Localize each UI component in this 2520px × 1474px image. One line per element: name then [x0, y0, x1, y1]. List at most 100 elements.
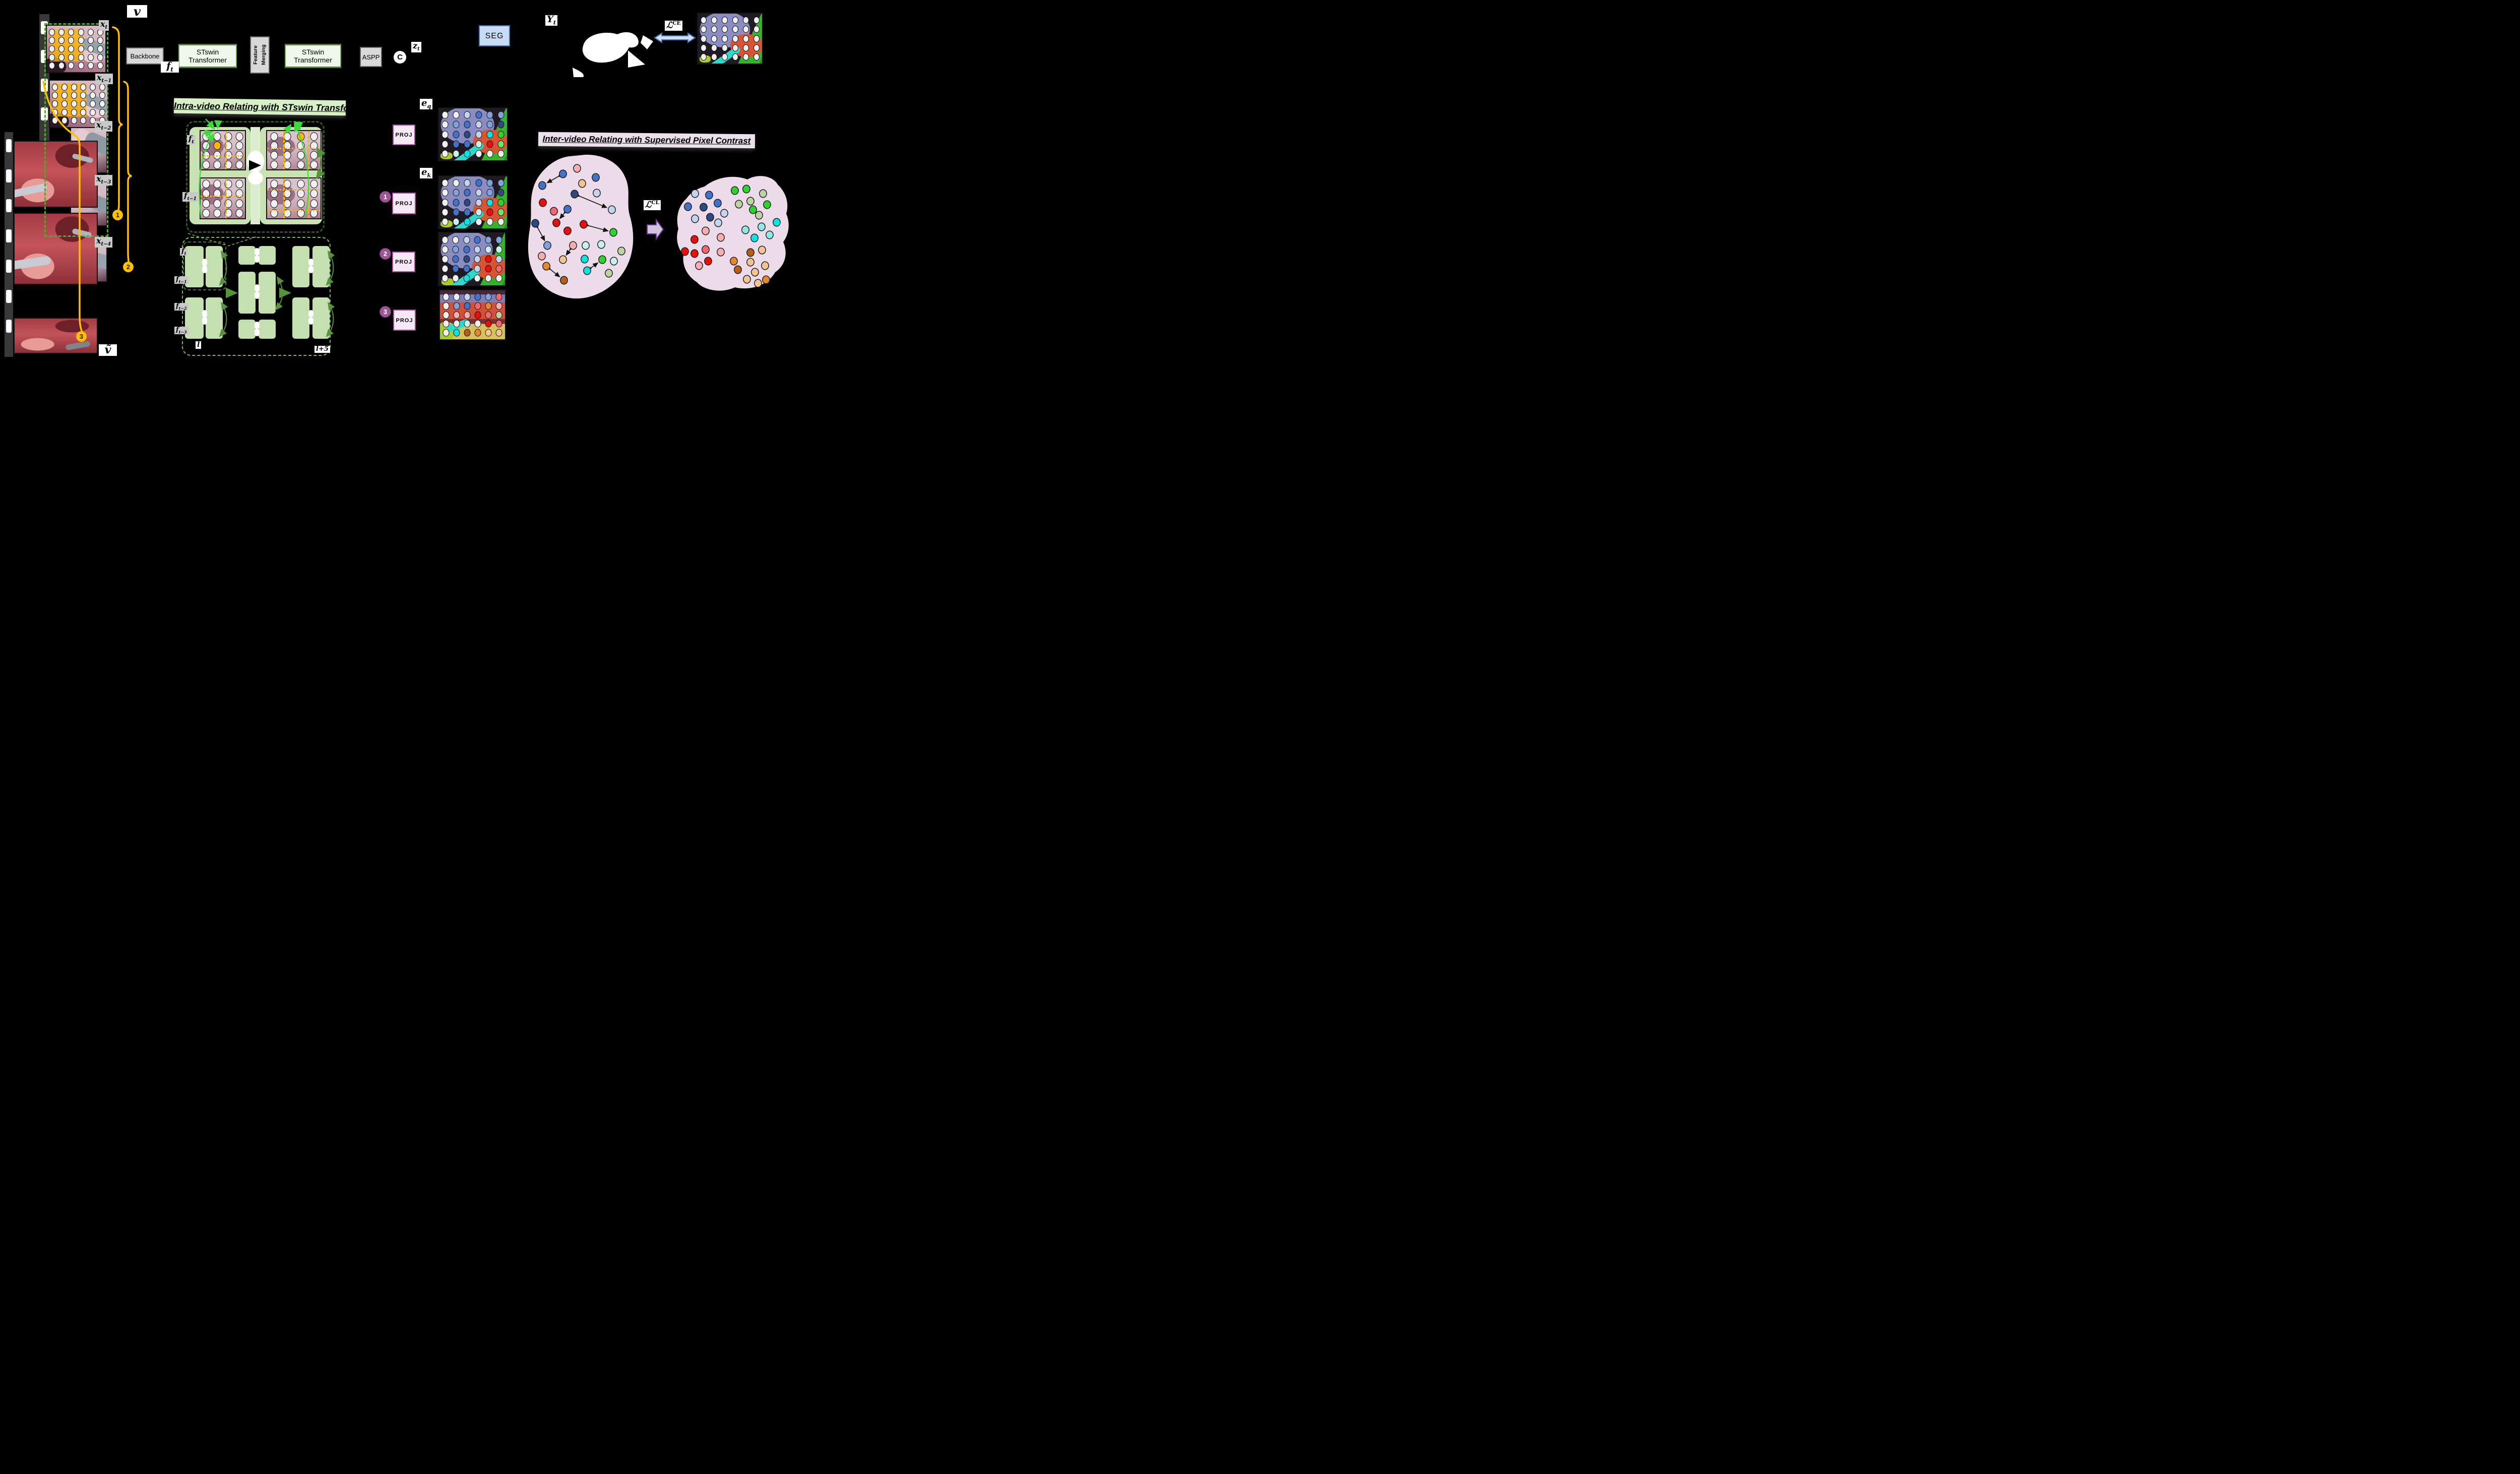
feature-bar: [312, 297, 330, 339]
intra-patch-ft-left: [200, 130, 246, 170]
embedding-dot: [681, 247, 689, 256]
embedding-dot: [542, 262, 550, 271]
grid-dot: [453, 150, 460, 158]
embedding-space-after: [677, 176, 789, 291]
grid-dot: [443, 311, 450, 319]
embedding-dot: [531, 219, 539, 228]
grid-dot: [486, 111, 493, 119]
merge-pill: [255, 248, 260, 256]
intra-title: Intra-video Relating with STswin Transfo…: [173, 98, 369, 116]
grid-dot: [442, 140, 449, 148]
grid-dot: [464, 179, 471, 187]
grid-dot: [68, 62, 75, 70]
grid-dot: [443, 329, 450, 337]
grid-dot: [97, 53, 103, 61]
embedding-dot: [704, 257, 712, 266]
grid-dot: [497, 120, 505, 129]
grid-dot: [90, 108, 96, 116]
merge-pill: [202, 317, 207, 325]
embedding-dot: [552, 218, 560, 227]
grid-dot: [87, 62, 94, 70]
grid-dot: [486, 140, 493, 148]
grid-dot: [442, 265, 449, 273]
merge-pill: [255, 329, 260, 336]
embedding-dot: [741, 225, 749, 234]
embedding-dot: [714, 199, 722, 208]
grid-dot: [495, 265, 502, 273]
proj-box-key3: PROJ: [393, 310, 416, 331]
embedding-dot: [573, 164, 581, 173]
grid-dot: [701, 35, 707, 42]
embedding-dot: [749, 205, 757, 214]
merge-pill: [202, 310, 207, 318]
window-line: [307, 178, 309, 218]
clip-badge-2: 2: [123, 262, 134, 272]
grid-dot: [452, 274, 459, 282]
label-e-q: eq: [420, 98, 433, 110]
label-loss-ce: ℒCE: [665, 20, 682, 31]
embedding-dot: [578, 179, 586, 188]
feature-bar: [206, 297, 223, 339]
feature-bar: [238, 272, 256, 314]
proj-badge-2: 2: [380, 248, 391, 260]
grid-dot: [742, 16, 749, 24]
grid-dot: [49, 53, 55, 61]
grid-dot: [442, 120, 449, 129]
grid-dot: [464, 150, 471, 158]
grid-dot: [283, 132, 291, 141]
embedding-dot: [538, 181, 546, 190]
embedding-image-key3: [439, 289, 506, 340]
grid-dot: [270, 179, 278, 189]
embedding-dot: [563, 205, 572, 214]
grid-dot: [442, 189, 449, 197]
grid-dot: [442, 131, 449, 138]
grid-dot: [310, 189, 318, 198]
grid-dot: [97, 62, 103, 70]
grid-dot: [235, 199, 243, 208]
embedding-dot: [758, 222, 766, 231]
grid-dot: [711, 16, 718, 24]
merge-pill: [255, 322, 260, 329]
embedding-dot: [751, 268, 759, 277]
embedding-dot: [580, 220, 588, 229]
label-stack-f-t-1: ft−1: [174, 276, 188, 284]
frame-x-t: [46, 25, 106, 73]
grid-dot: [711, 26, 718, 33]
embedding-image-query: [438, 107, 508, 161]
clip-badge-1: 1: [112, 210, 123, 220]
embedding-dot: [742, 185, 750, 194]
grid-dot: [78, 45, 84, 52]
grid-dot: [485, 236, 492, 244]
contrast-arrow: [546, 172, 564, 183]
label-layer-l: l: [196, 341, 202, 349]
grid-dot: [213, 160, 221, 169]
feature-bar: [238, 246, 256, 265]
grid-dot: [732, 26, 738, 33]
grid-dot: [463, 255, 470, 263]
grid-dot: [464, 140, 471, 148]
contrast-arrow: [559, 208, 569, 219]
embedding-dot: [755, 211, 763, 220]
grid-dot: [90, 92, 96, 99]
grid-dot: [464, 189, 471, 197]
grid-dot: [442, 236, 449, 244]
grid-dot: [310, 151, 318, 160]
window-line: [201, 195, 245, 197]
grid-dot: [68, 37, 75, 44]
grid-dot: [753, 35, 760, 42]
grid-dot: [732, 53, 738, 61]
grid-dot: [202, 179, 210, 189]
embedding-dot: [569, 241, 577, 250]
embedding-dot: [743, 275, 751, 284]
proj-box-query: PROJ: [393, 125, 415, 145]
feature-bar: [238, 320, 256, 339]
grid-dot: [486, 179, 493, 187]
grid-dot: [78, 53, 84, 61]
grid-dot: [443, 293, 450, 301]
grid-dot: [442, 208, 449, 216]
figure-canvas: v xt xt−1 xt−2 xt−3 xt−4 ṽ 1 2 3 Backbon…: [0, 0, 790, 361]
proj-badge-1: 1: [380, 191, 391, 203]
embedding-dot: [690, 235, 699, 244]
merge-pill-top: [247, 151, 264, 172]
grid-dot: [485, 293, 492, 301]
